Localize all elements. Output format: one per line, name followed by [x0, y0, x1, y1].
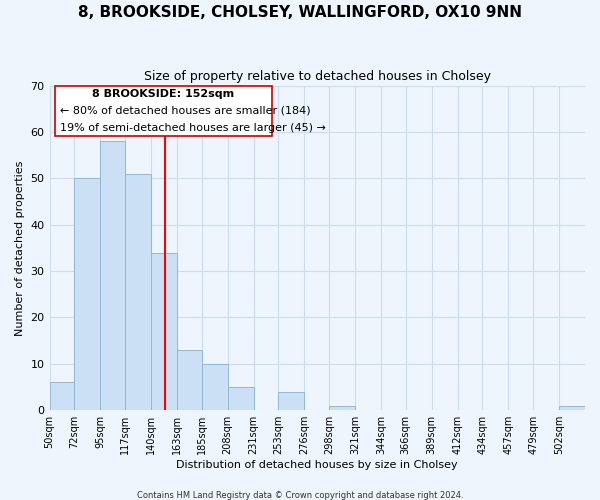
Bar — [202, 364, 227, 410]
Bar — [74, 178, 100, 410]
Y-axis label: Number of detached properties: Number of detached properties — [15, 160, 25, 336]
Bar — [177, 350, 202, 410]
Bar — [559, 406, 585, 410]
Bar — [151, 252, 177, 410]
Bar — [50, 382, 74, 410]
Bar — [100, 141, 125, 410]
X-axis label: Distribution of detached houses by size in Cholsey: Distribution of detached houses by size … — [176, 460, 458, 470]
Bar — [278, 392, 304, 410]
Bar — [329, 406, 355, 410]
Text: Contains HM Land Registry data © Crown copyright and database right 2024.: Contains HM Land Registry data © Crown c… — [137, 490, 463, 500]
Text: 8, BROOKSIDE, CHOLSEY, WALLINGFORD, OX10 9NN: 8, BROOKSIDE, CHOLSEY, WALLINGFORD, OX10… — [78, 5, 522, 20]
Title: Size of property relative to detached houses in Cholsey: Size of property relative to detached ho… — [144, 70, 491, 83]
Text: 8 BROOKSIDE: 152sqm: 8 BROOKSIDE: 152sqm — [92, 89, 235, 99]
Text: 19% of semi-detached houses are larger (45) →: 19% of semi-detached houses are larger (… — [60, 123, 326, 133]
Bar — [125, 174, 151, 410]
Bar — [227, 387, 254, 410]
Text: ← 80% of detached houses are smaller (184): ← 80% of detached houses are smaller (18… — [60, 106, 311, 116]
FancyBboxPatch shape — [55, 86, 272, 136]
